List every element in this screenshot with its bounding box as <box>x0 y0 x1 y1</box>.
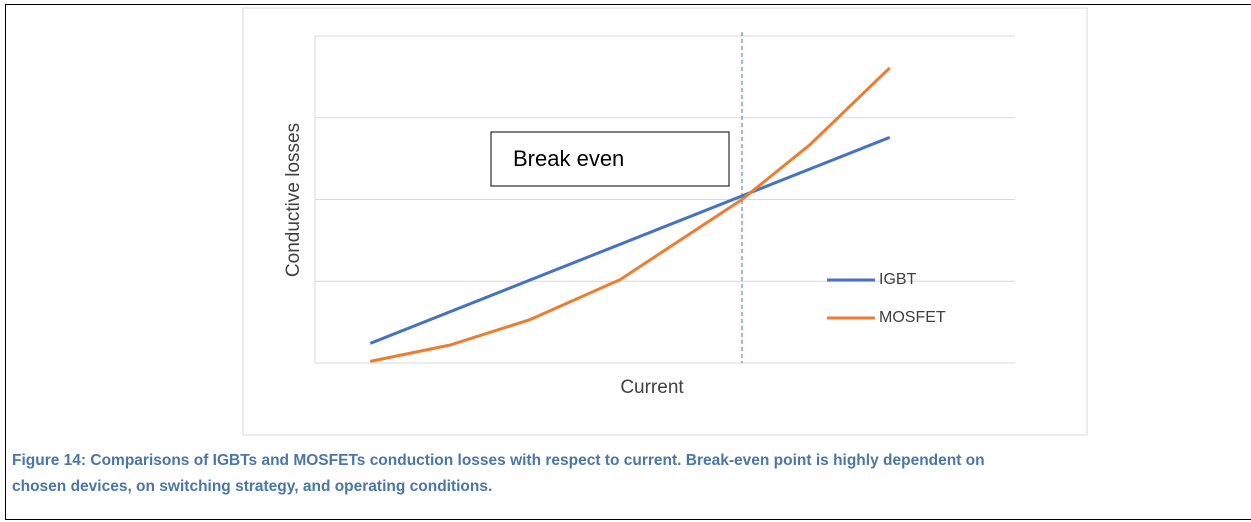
legend-label: MOSFET <box>879 309 946 326</box>
series-line <box>369 66 891 363</box>
legend-label: IGBT <box>879 271 917 288</box>
frame <box>5 4 1251 520</box>
caption: Figure 14: Comparisons of IGBTs and MOSF… <box>12 452 985 495</box>
annotation-box <box>490 131 730 187</box>
series-line <box>369 135 891 345</box>
x-axis-label: Current <box>620 377 684 398</box>
annotation: Break even <box>513 146 624 171</box>
y-axis-label: Conductive losses <box>283 123 304 277</box>
chart-border <box>242 7 1088 436</box>
